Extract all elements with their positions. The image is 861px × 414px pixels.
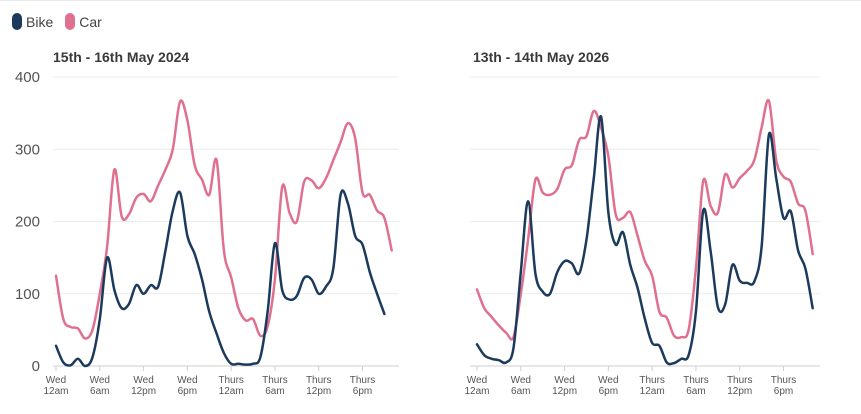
series-line-bike [475,115,814,366]
x-tick-label: Thurs [306,375,332,386]
legend-item-car[interactable]: Car [65,13,102,30]
x-tick-label: Wed [90,375,110,386]
x-tick-label: 6pm [599,386,618,397]
x-tick-label: Wed [598,375,618,386]
x-tick-label: 12pm [306,386,331,397]
x-tick-label: Thurs [350,375,376,386]
y-tick-label: 400 [15,69,40,86]
x-tick-label: Wed [554,375,574,386]
x-tick-label: 12am [464,386,489,397]
x-tick-label: 6am [265,386,284,397]
x-tick-label: 12am [219,386,244,397]
x-tick-label: 6pm [178,386,197,397]
chart-panel-1: 15th - 16th May 20240100200300400Wed12am… [15,49,399,397]
x-tick-label: 12pm [552,386,577,397]
legend-label-car: Car [79,13,102,30]
y-tick-label: 0 [32,358,40,375]
legend: Bike Car [12,13,114,30]
x-tick-label: Thurs [218,375,244,386]
legend-item-bike[interactable]: Bike [12,13,53,30]
x-tick-label: 12am [43,386,68,397]
legend-swatch-car [65,13,76,30]
y-tick-label: 200 [15,214,40,231]
chart-title: 15th - 16th May 2024 [53,49,189,65]
top-divider [0,0,861,1]
x-tick-label: Thurs [262,375,288,386]
x-tick-label: 6am [686,386,705,397]
chart-title: 13th - 14th May 2026 [473,49,609,65]
x-tick-label: 6am [90,386,109,397]
y-tick-label: 300 [15,141,40,158]
x-tick-label: 12pm [131,386,156,397]
y-tick-label: 100 [15,286,40,303]
x-tick-label: Wed [511,375,531,386]
x-tick-label: Wed [177,375,197,386]
series-line-car [475,98,814,341]
x-tick-label: Wed [46,375,66,386]
x-tick-label: Thurs [771,375,797,386]
x-tick-label: 6pm [774,386,793,397]
x-tick-label: 6pm [353,386,372,397]
series-line-bike [54,189,386,368]
x-tick-label: 6am [511,386,530,397]
x-tick-label: Wed [467,375,487,386]
x-tick-label: Thurs [727,375,753,386]
x-tick-label: Wed [133,375,153,386]
legend-label-bike: Bike [26,13,54,30]
x-tick-label: Thurs [639,375,665,386]
legend-swatch-bike [12,13,22,30]
x-tick-label: Thurs [683,375,709,386]
x-tick-label: 12pm [727,386,752,397]
chart-panel-2: 13th - 14th May 2026Wed12amWed6amWed12pm… [464,49,820,397]
series-line-car [54,99,393,340]
x-tick-label: 12am [640,386,665,397]
